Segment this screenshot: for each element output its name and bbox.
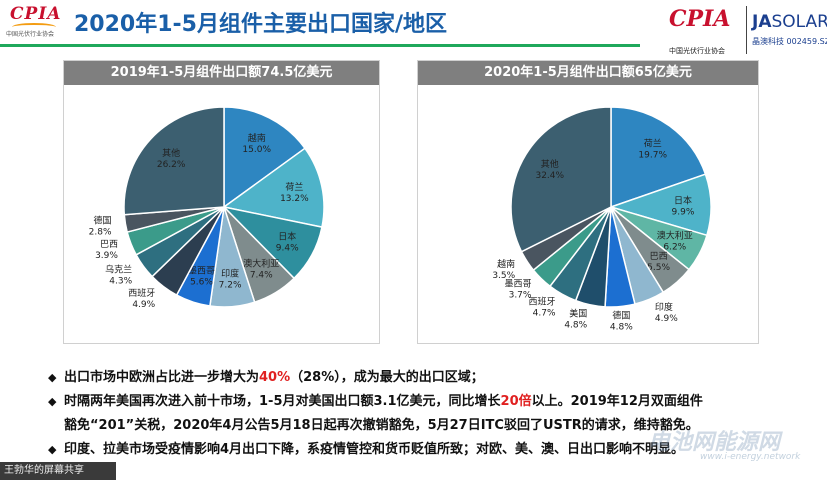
slice-label-3: 日本	[278, 230, 296, 242]
slice-value-3: 6.2%	[663, 242, 686, 252]
page-title: 2020年1-5月组件主要出口国家/地区	[74, 12, 448, 37]
bullet-usa: ◆ 时隔两年美国再次进入前十市场，1-5月对美国出口额3.1亿美元，同比增长20倍…	[48, 390, 818, 414]
slice-value-7: 4.8%	[564, 320, 587, 330]
slice-label-7: 西班牙	[128, 287, 155, 299]
slice-label-8: 西班牙	[528, 296, 555, 308]
slice-label-1: 荷兰	[644, 137, 662, 149]
slide-header: CPIA 中国光伏行业协会 2020年1-5月组件主要出口国家/地区 CPIA …	[0, 0, 827, 55]
slice-value-9: 3.9%	[95, 251, 118, 261]
chart-panel-2019: 2019年1-5月组件出口额74.5亿美元 越南 15.0% 荷兰 13.2% 日本 9.…	[63, 60, 380, 344]
slice-label-2: 荷兰	[285, 181, 303, 193]
slice-label-2: 日本	[674, 194, 692, 206]
slice-label-10: 越南	[497, 258, 515, 270]
slice-value-4: 5.5%	[647, 263, 670, 273]
logo-divider	[746, 6, 747, 54]
ja-solar-stock: 晶澳科技 002459.SZ	[752, 37, 827, 46]
pie-slice-2	[222, 147, 325, 229]
bullet-list: ◆ 出口市场中欧洲占比进一步增大为40%（28%），成为最大的出口区域； ◆ 时隔两…	[48, 366, 818, 462]
pie-slice-11	[123, 106, 225, 216]
logo-swoosh-icon	[12, 23, 56, 31]
slice-value-1: 15.0%	[242, 145, 271, 155]
diamond-bullet-icon: ◆	[48, 443, 57, 456]
bullet-europe: ◆ 出口市场中欧洲占比进一步增大为40%（28%），成为最大的出口区域；	[48, 366, 818, 390]
cpia-logo-left: CPIA 中国光伏行业协会	[6, 4, 64, 42]
diamond-bullet-icon: ◆	[48, 371, 57, 384]
slice-value-6: 5.6%	[190, 277, 213, 287]
slice-label-11: 其他	[162, 147, 180, 159]
cpia-logo-mark: CPIA	[10, 4, 62, 24]
diamond-bullet-icon: ◆	[48, 395, 57, 408]
ja-solar-logo: JASOLAR	[752, 12, 827, 32]
slice-value-5: 7.2%	[219, 281, 242, 291]
slice-label-9: 巴西	[100, 239, 118, 250]
slice-value-2: 13.2%	[280, 194, 309, 204]
slice-label-6: 德国	[612, 310, 630, 322]
slice-value-11: 32.4%	[535, 171, 564, 181]
pie-slice-11	[510, 106, 612, 253]
cpia-logo-mark-right: CPIA	[669, 6, 731, 32]
slice-value-6: 4.8%	[610, 323, 633, 333]
slice-value-2: 9.9%	[672, 207, 695, 217]
slice-label-1: 越南	[248, 132, 266, 144]
slice-label-8: 乌克兰	[105, 263, 132, 275]
slice-value-1: 19.7%	[638, 150, 667, 160]
watermark-url: www.i-energy.network	[700, 452, 801, 462]
slice-label-4: 澳大利亚	[243, 258, 279, 270]
chart-title-2020: 2020年1-5月组件出口额65亿美元	[418, 61, 758, 85]
slice-value-11: 26.2%	[157, 160, 186, 170]
slice-label-4: 巴西	[650, 251, 668, 262]
slice-value-9: 3.7%	[509, 291, 532, 301]
watermark: 电池网能源网	[648, 430, 781, 455]
slice-value-8: 4.3%	[109, 276, 132, 286]
cpia-logo-subtitle-right: 中国光伏行业协会	[669, 47, 725, 55]
cpia-logo-subtitle: 中国光伏行业协会	[6, 31, 55, 38]
slice-label-6: 墨西哥	[188, 265, 215, 276]
bullet-india-latam: ◆ 印度、拉美市场受疫情影响4月出口下降，系疫情管控和货币贬值所致；对欧、美、澳、…	[48, 438, 818, 462]
chart-title-2019: 2019年1-5月组件出口额74.5亿美元	[64, 61, 379, 85]
slice-label-5: 印度	[221, 268, 239, 280]
slice-value-8: 4.7%	[533, 309, 556, 319]
title-underline	[0, 44, 640, 47]
screen-share-indicator: 王勃华的屏幕共享	[0, 462, 116, 480]
pie-slice-1	[223, 106, 307, 209]
slice-label-11: 其他	[541, 158, 559, 170]
chart-panel-2020: 2020年1-5月组件出口额65亿美元 荷兰 19.7% 日本 9.9% 澳大利亚 6.2…	[417, 60, 759, 344]
slice-value-5: 4.9%	[655, 314, 678, 324]
cpia-logo-right: CPIA 中国光伏行业协会	[665, 6, 745, 58]
slice-label-3: 澳大利亚	[657, 229, 693, 241]
bullet-usa-continued: 豁免“201”关税，2020年4月公告5月18日起再次撤销豁免，5月27日ITC…	[64, 418, 699, 433]
slice-label-5: 印度	[655, 301, 673, 313]
slice-label-7: 美国	[569, 307, 587, 319]
slice-value-7: 4.9%	[132, 300, 155, 310]
slice-value-10: 2.8%	[89, 228, 112, 238]
slice-value-4: 7.4%	[250, 271, 273, 281]
slice-label-9: 墨西哥	[504, 279, 531, 290]
slice-value-10: 3.5%	[492, 271, 515, 281]
pie-chart-2020: 荷兰19.7%日本9.9%澳大利亚6.2%巴西5.5%印度4.9%德国4.8%美…	[492, 106, 712, 333]
slice-value-3: 9.4%	[276, 243, 299, 253]
slice-label-10: 德国	[94, 215, 112, 227]
